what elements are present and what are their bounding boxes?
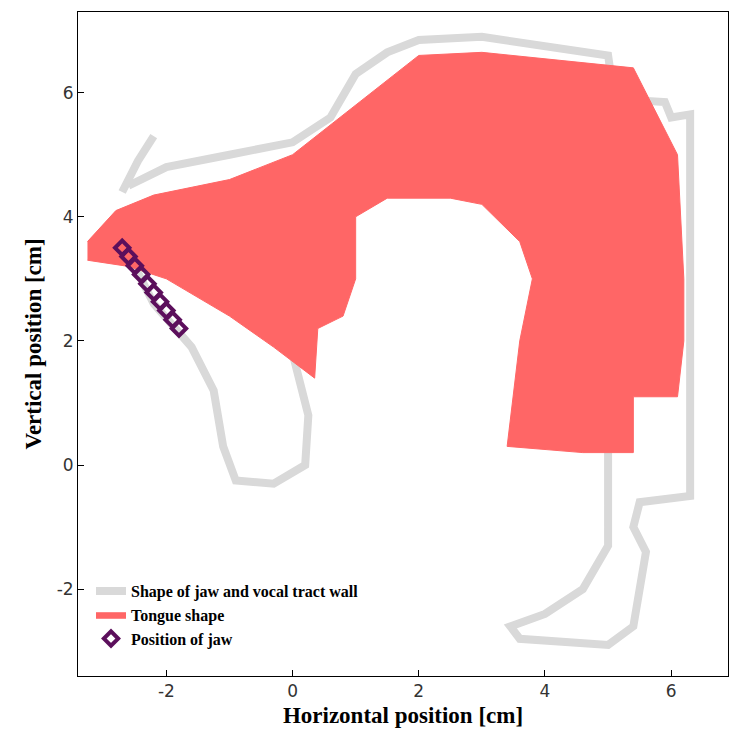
svg-text:6: 6 xyxy=(63,83,74,103)
svg-text:-2: -2 xyxy=(57,579,74,599)
svg-text:2: 2 xyxy=(63,331,74,351)
svg-text:6: 6 xyxy=(666,681,677,701)
svg-text:2: 2 xyxy=(413,681,424,701)
svg-text:0: 0 xyxy=(63,455,74,475)
svg-text:Position of jaw: Position of jaw xyxy=(131,631,233,649)
svg-text:Horizontal position [cm]: Horizontal position [cm] xyxy=(283,703,523,728)
svg-text:-2: -2 xyxy=(158,681,175,701)
svg-text:0: 0 xyxy=(287,681,298,701)
svg-text:4: 4 xyxy=(540,681,551,701)
svg-text:Vertical position [cm]: Vertical position [cm] xyxy=(21,238,46,449)
svg-text:Tongue shape: Tongue shape xyxy=(131,607,224,625)
svg-text:4: 4 xyxy=(63,207,74,227)
svg-text:Shape of jaw and vocal tract w: Shape of jaw and vocal tract wall xyxy=(131,583,358,601)
